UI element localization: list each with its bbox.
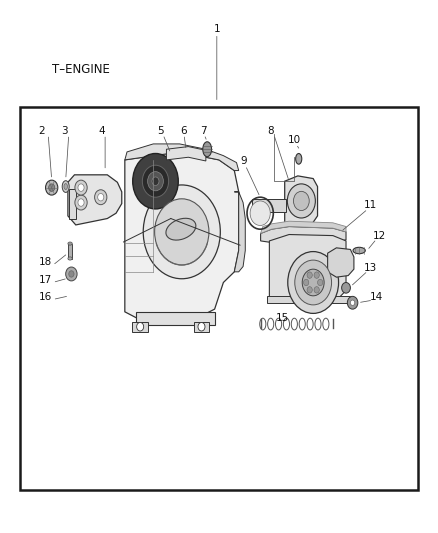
Circle shape	[75, 195, 87, 210]
Circle shape	[198, 322, 205, 331]
Circle shape	[350, 300, 355, 305]
Circle shape	[69, 271, 74, 277]
Circle shape	[314, 272, 319, 278]
Circle shape	[148, 172, 163, 191]
Circle shape	[46, 180, 58, 195]
Circle shape	[295, 260, 332, 305]
Circle shape	[152, 177, 159, 185]
Circle shape	[302, 269, 324, 296]
Text: 10: 10	[288, 135, 301, 145]
Circle shape	[49, 184, 55, 191]
Circle shape	[347, 296, 358, 309]
Bar	[68, 244, 72, 259]
Polygon shape	[68, 175, 122, 225]
Bar	[69, 189, 76, 219]
Ellipse shape	[68, 257, 72, 260]
Circle shape	[66, 267, 77, 281]
Text: 4: 4	[99, 126, 106, 135]
Text: 18: 18	[39, 257, 52, 267]
Text: 11: 11	[364, 200, 377, 210]
Circle shape	[307, 287, 312, 293]
Bar	[252, 199, 286, 212]
Circle shape	[304, 279, 309, 286]
Polygon shape	[125, 144, 239, 171]
Text: 6: 6	[180, 126, 187, 135]
Circle shape	[133, 154, 178, 209]
Circle shape	[318, 279, 323, 286]
Ellipse shape	[64, 183, 67, 189]
Text: 13: 13	[364, 263, 377, 272]
Circle shape	[287, 184, 315, 218]
Text: 7: 7	[200, 126, 207, 135]
Text: 9: 9	[240, 157, 247, 166]
Polygon shape	[166, 147, 206, 161]
Polygon shape	[269, 235, 346, 303]
Circle shape	[342, 282, 350, 293]
Text: T–ENGINE: T–ENGINE	[52, 63, 110, 76]
Text: 3: 3	[61, 126, 68, 135]
Circle shape	[143, 185, 220, 279]
Text: 15: 15	[276, 313, 289, 323]
Text: 16: 16	[39, 292, 52, 302]
Polygon shape	[285, 176, 318, 231]
Polygon shape	[136, 312, 215, 325]
Bar	[20, 107, 418, 490]
Ellipse shape	[68, 242, 72, 245]
Text: 2: 2	[38, 126, 45, 135]
Polygon shape	[328, 248, 354, 277]
Ellipse shape	[296, 154, 302, 164]
Circle shape	[137, 322, 144, 331]
Ellipse shape	[62, 181, 69, 192]
Polygon shape	[267, 296, 350, 303]
Circle shape	[314, 287, 319, 293]
Circle shape	[95, 190, 107, 205]
Circle shape	[98, 193, 104, 201]
Text: 14: 14	[370, 292, 383, 302]
Bar	[132, 322, 148, 332]
Circle shape	[293, 191, 309, 211]
Ellipse shape	[353, 247, 365, 254]
Text: 17: 17	[39, 275, 52, 285]
Text: 8: 8	[267, 126, 274, 135]
Circle shape	[155, 199, 209, 265]
Ellipse shape	[166, 219, 196, 240]
Text: 5: 5	[157, 126, 164, 135]
Circle shape	[250, 201, 270, 225]
Polygon shape	[125, 152, 239, 325]
Polygon shape	[261, 227, 346, 244]
Bar	[194, 322, 209, 332]
Polygon shape	[234, 192, 245, 272]
Text: 1: 1	[213, 25, 220, 34]
Text: 12: 12	[373, 231, 386, 240]
Circle shape	[75, 180, 87, 195]
Ellipse shape	[203, 142, 212, 157]
Circle shape	[307, 272, 312, 278]
Circle shape	[142, 165, 169, 197]
Circle shape	[288, 252, 339, 313]
Circle shape	[78, 184, 84, 191]
Circle shape	[78, 199, 84, 206]
Polygon shape	[261, 221, 346, 233]
